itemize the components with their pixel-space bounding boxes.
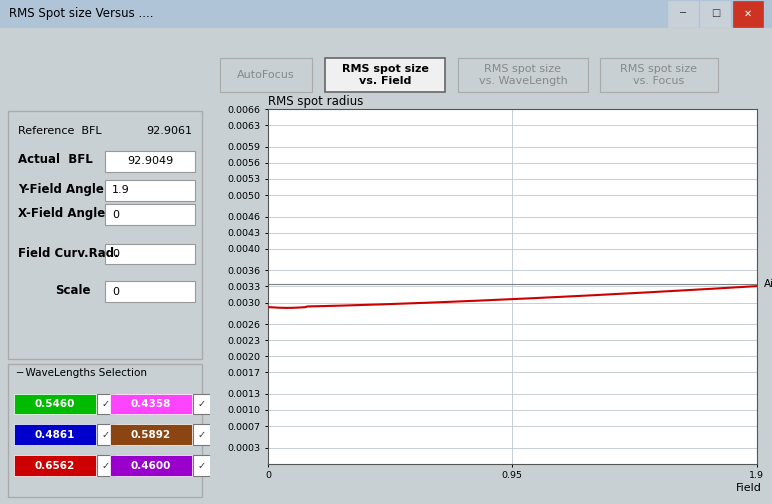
Text: Field: Field: [736, 483, 761, 493]
Text: ✓: ✓: [102, 461, 110, 471]
Text: RMS spot size
vs. Field: RMS spot size vs. Field: [341, 64, 428, 86]
Bar: [110, 424, 192, 445]
Bar: [97, 424, 115, 445]
Bar: [110, 394, 192, 414]
Text: 0.5892: 0.5892: [131, 430, 171, 439]
Bar: [733, 2, 763, 27]
Text: □: □: [711, 9, 720, 19]
Bar: [14, 455, 96, 476]
Bar: [193, 424, 211, 445]
Text: 0.4600: 0.4600: [130, 461, 171, 471]
Bar: [105, 180, 195, 201]
Text: 0.4358: 0.4358: [130, 399, 171, 409]
Bar: [97, 394, 115, 414]
Bar: [14, 424, 96, 445]
Bar: [668, 2, 698, 27]
Text: 92.9049: 92.9049: [127, 156, 173, 166]
Text: AutoFocus: AutoFocus: [237, 70, 295, 80]
Bar: [8, 111, 202, 359]
Text: ✓: ✓: [102, 399, 110, 409]
Text: 1.9: 1.9: [112, 185, 130, 196]
Bar: [105, 205, 195, 225]
Text: Scale: Scale: [55, 284, 90, 297]
Text: Actual  BFL: Actual BFL: [18, 153, 93, 166]
Text: RMS spot radius: RMS spot radius: [268, 95, 364, 108]
Bar: [458, 58, 588, 92]
Text: ✓: ✓: [198, 430, 206, 439]
Text: RMS Spot size Versus ....: RMS Spot size Versus ....: [9, 8, 154, 21]
Text: ✕: ✕: [743, 9, 752, 19]
Text: 0: 0: [112, 249, 119, 259]
Bar: [220, 58, 312, 92]
Bar: [8, 363, 202, 496]
Text: Reference  BFL: Reference BFL: [18, 127, 102, 137]
Text: ─ WaveLengths Selection: ─ WaveLengths Selection: [16, 368, 147, 378]
Text: 0: 0: [112, 210, 119, 220]
Text: 92.9061: 92.9061: [146, 127, 192, 137]
Text: Y-Field Angle: Y-Field Angle: [18, 183, 104, 196]
Text: 0: 0: [112, 286, 119, 296]
Text: RMS spot size
vs. Focus: RMS spot size vs. Focus: [621, 64, 697, 86]
Bar: [193, 455, 211, 476]
Bar: [14, 394, 96, 414]
Bar: [325, 58, 445, 92]
Text: ✓: ✓: [198, 461, 206, 471]
Text: 0.6562: 0.6562: [35, 461, 75, 471]
Bar: [193, 394, 211, 414]
Bar: [97, 455, 115, 476]
Bar: [110, 455, 192, 476]
Text: ✓: ✓: [198, 399, 206, 409]
Bar: [105, 244, 195, 265]
Text: Airy: Airy: [764, 279, 772, 289]
Text: ✓: ✓: [102, 430, 110, 439]
Bar: [105, 151, 195, 172]
Bar: [105, 281, 195, 302]
Text: X-Field Angle: X-Field Angle: [18, 207, 105, 220]
Text: Field Curv.Rad.: Field Curv.Rad.: [18, 246, 119, 260]
Text: RMS spot size
vs. WaveLength: RMS spot size vs. WaveLength: [479, 64, 567, 86]
Text: 0.5460: 0.5460: [35, 399, 75, 409]
Bar: [600, 58, 718, 92]
Text: −: −: [679, 9, 687, 19]
Text: 0.4861: 0.4861: [35, 430, 75, 439]
Bar: [700, 2, 730, 27]
